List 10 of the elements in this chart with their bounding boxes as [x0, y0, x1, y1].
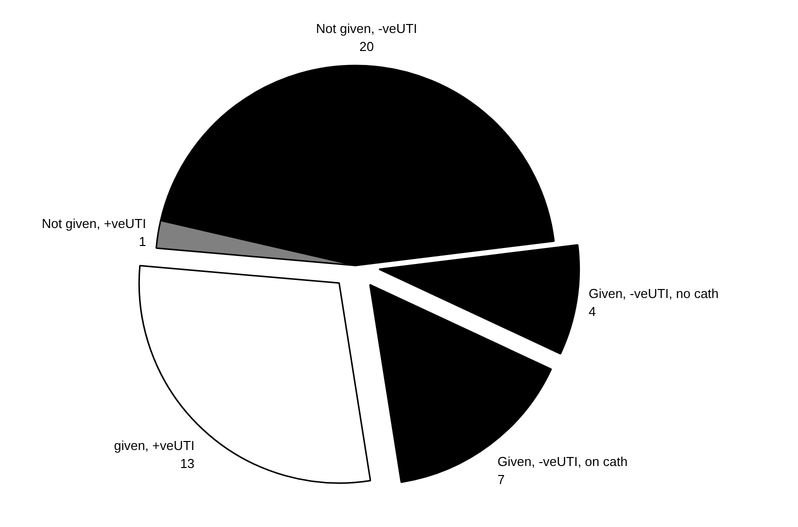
data-label: 13 [180, 456, 195, 472]
data-label: 20 [359, 38, 374, 54]
data-label: 1 [138, 234, 146, 249]
data-label: 7 [498, 472, 505, 487]
slice-label: Not given, -veUTI [316, 20, 418, 36]
slice-label: given, +veUTI [114, 438, 195, 454]
slice-label: Given, -veUTI, on cath [498, 454, 628, 469]
slice-label: Given, -veUTI, no cath [588, 286, 719, 301]
data-label: 4 [588, 304, 596, 319]
slice-label: Not given, +veUTI [42, 216, 146, 231]
